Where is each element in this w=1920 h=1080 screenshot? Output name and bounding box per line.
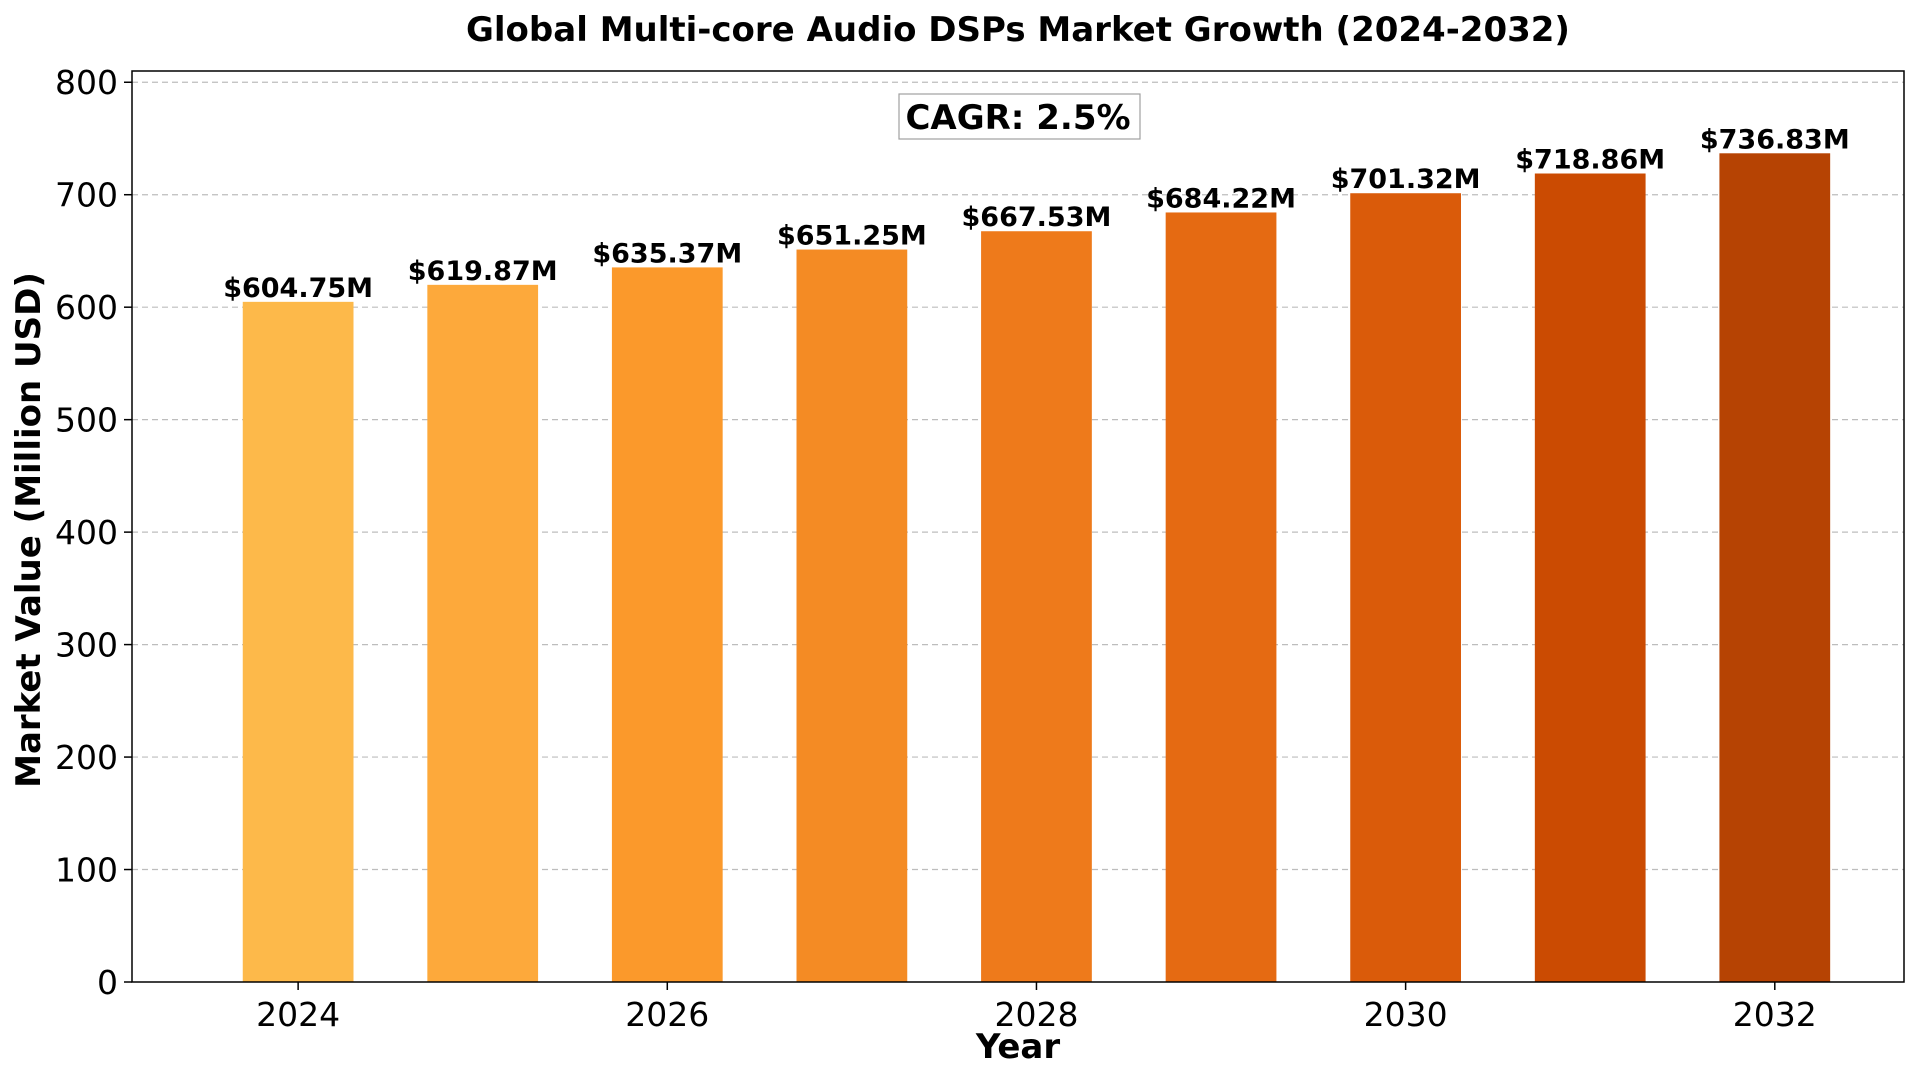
bar-2030 bbox=[1350, 193, 1461, 983]
x-axis-ticks: 2024 2026 2028 2030 2032 bbox=[256, 982, 1817, 1034]
plot-frame bbox=[131, 70, 1905, 983]
y-axis-label: Market Value (Million USD) bbox=[9, 272, 49, 788]
bar-2032 bbox=[1719, 153, 1831, 982]
data-label-2025: $619.87M bbox=[408, 256, 558, 287]
bar-2028 bbox=[981, 231, 1092, 983]
data-label-2032: $736.83M bbox=[1700, 124, 1850, 155]
y-tick-label: 300 bbox=[55, 626, 118, 665]
data-label-2027: $651.25M bbox=[777, 221, 927, 252]
x-tick-label: 2030 bbox=[1364, 995, 1448, 1034]
y-axis-ticks: 0 100 200 300 400 500 600 700 800 bbox=[55, 63, 132, 1002]
bar-2025 bbox=[427, 284, 539, 983]
data-label-2030: $701.32M bbox=[1331, 164, 1481, 195]
bar-2029 bbox=[1165, 212, 1277, 982]
data-label-2028: $667.53M bbox=[962, 202, 1112, 233]
bar-2027 bbox=[796, 249, 908, 983]
y-tick-label: 100 bbox=[55, 851, 118, 890]
cagr-annotation-box bbox=[898, 93, 1141, 140]
bar-2024 bbox=[242, 301, 354, 982]
data-labels: $604.75M $619.87M $635.37M $651.25M $667.53M… bbox=[223, 124, 1850, 304]
data-label-2031: $718.86M bbox=[1515, 145, 1665, 176]
cagr-annotation: CAGR: 2.5% bbox=[898, 93, 1141, 140]
y-tick-label: 600 bbox=[55, 288, 118, 327]
x-axis-label: Year bbox=[975, 1027, 1061, 1067]
cagr-annotation-text: CAGR: 2.5% bbox=[905, 98, 1130, 138]
bars bbox=[242, 153, 1831, 983]
y-tick-label: 400 bbox=[55, 513, 118, 552]
y-tick-label: 700 bbox=[55, 176, 118, 215]
data-label-2024: $604.75M bbox=[223, 273, 373, 304]
bar-2031 bbox=[1534, 173, 1646, 982]
bar-2026 bbox=[611, 267, 723, 982]
y-tick-label: 800 bbox=[55, 63, 118, 102]
data-label-2029: $684.22M bbox=[1146, 183, 1296, 214]
y-tick-label: 0 bbox=[97, 963, 118, 1002]
x-tick-label: 2028 bbox=[994, 995, 1078, 1034]
y-tick-label: 500 bbox=[55, 401, 118, 440]
data-label-2026: $635.37M bbox=[592, 238, 742, 269]
x-tick-label: 2032 bbox=[1733, 995, 1817, 1034]
x-tick-label: 2024 bbox=[256, 995, 340, 1034]
y-tick-label: 200 bbox=[55, 738, 118, 777]
x-tick-label: 2026 bbox=[625, 995, 709, 1034]
chart-title: Global Multi-core Audio DSPs Market Grow… bbox=[466, 10, 1570, 50]
